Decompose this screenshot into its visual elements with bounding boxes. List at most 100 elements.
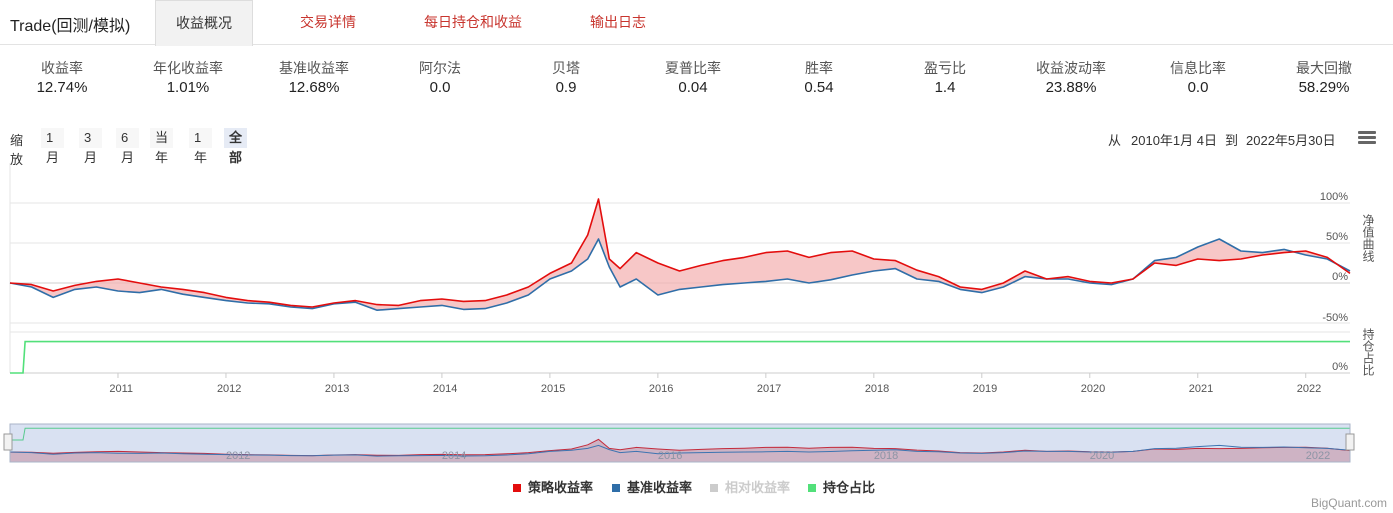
stat-label: 收益波动率 [1036, 60, 1106, 76]
y-tick-label: 0% [1332, 271, 1348, 283]
navigator-label: 2020 [1090, 450, 1114, 462]
x-tick-label: 2018 [865, 383, 889, 395]
x-tick-label: 2013 [325, 383, 349, 395]
strategy-area-fill [10, 199, 1350, 311]
legend-label: 相对收益率 [725, 480, 791, 495]
credit-text: BigQuant.com [1310, 496, 1387, 510]
x-tick-label: 2017 [757, 383, 781, 395]
range-from-date[interactable]: 2010年1月 4日 [1131, 133, 1217, 148]
zoom-ytd-button[interactable]: 当年 [150, 128, 174, 165]
stat-alpha: 阿尔法 0.0 [380, 58, 500, 98]
legend-item-position[interactable]: 持仓占比 [808, 479, 875, 497]
navigator-label: 2016 [658, 450, 682, 462]
stats-row: 收益率 12.74% 年化收益率 1.01% 基准收益率 12.68% 阿尔法 … [0, 58, 1393, 108]
legend-item-strategy[interactable]: 策略收益率 [513, 479, 593, 497]
tab-daily-positions[interactable]: 每日持仓和收益 [424, 14, 522, 30]
top-bar: Trade(回测/模拟) 收益概况 交易详情 每日持仓和收益 输出日志 [0, 0, 1393, 46]
stat-label: 信息比率 [1170, 60, 1226, 76]
x-tick-label: 2012 [217, 383, 241, 395]
stat-value: 58.29% [1298, 79, 1350, 96]
y-axis-labels: 100% 50% 0% -50% 0% 净值曲线 持仓占比 [1320, 191, 1375, 377]
zoom-1y-button[interactable]: 1年 [189, 128, 212, 165]
legend-label: 基准收益率 [627, 480, 693, 495]
x-tick-label: 2020 [1081, 383, 1105, 395]
chart-legend: 策略收益率 基准收益率 相对收益率 持仓占比 [0, 479, 1393, 497]
series-line-benchmark [9, 238, 1351, 311]
stat-value: 1.01% [166, 79, 210, 96]
stat-value: 1.4 [934, 79, 956, 96]
tab-trade-details[interactable]: 交易详情 [300, 14, 356, 30]
stat-value: 0.9 [555, 79, 577, 96]
zoom-6m-button[interactable]: 6月 [116, 128, 139, 165]
legend-swatch [710, 484, 718, 492]
navigator-left-handle[interactable] [3, 433, 13, 451]
stat-value: 12.74% [36, 79, 88, 96]
stat-value: 23.88% [1045, 79, 1097, 96]
stat-label: 阿尔法 [419, 60, 461, 76]
legend-label: 策略收益率 [528, 480, 594, 495]
stat-value: 12.68% [288, 79, 340, 96]
navigator-label: 2014 [442, 450, 466, 462]
stat-label: 基准收益率 [279, 60, 349, 76]
stat-sharpe: 夏普比率 0.04 [633, 58, 753, 98]
x-tick-label: 2014 [433, 383, 457, 395]
stat-value: 0.0 [429, 79, 451, 96]
zoom-all-button[interactable]: 全部 [224, 128, 248, 165]
legend-swatch [808, 484, 816, 492]
stat-win-rate: 胜率 0.54 [759, 58, 879, 98]
stat-benchmark-return: 基准收益率 12.68% [254, 58, 374, 98]
stat-label: 盈亏比 [924, 60, 966, 76]
pane-title-position: 持仓占比 [1361, 327, 1375, 377]
range-to-date[interactable]: 2022年5月30日 [1246, 133, 1336, 148]
y-tick-label: -50% [1322, 312, 1348, 324]
x-tick-label: 2015 [541, 383, 565, 395]
tab-overview[interactable]: 收益概况 [155, 0, 253, 46]
app-title: Trade(回测/模拟) [10, 18, 131, 35]
stat-beta: 贝塔 0.9 [506, 58, 626, 98]
legend-item-benchmark[interactable]: 基准收益率 [612, 479, 692, 497]
stat-label: 胜率 [805, 60, 833, 76]
series-line-strategy [9, 198, 1351, 308]
stat-information-ratio: 信息比率 0.0 [1138, 58, 1258, 98]
zoom-3m-button[interactable]: 3月 [79, 128, 102, 165]
series-line-position [10, 340, 1350, 374]
legend-item-relative[interactable]: 相对收益率 [710, 479, 790, 497]
x-tick-label: 2019 [973, 383, 997, 395]
zoom-1m-button[interactable]: 1月 [41, 128, 64, 165]
navigator-label: 2022 [1306, 450, 1330, 462]
stat-label: 年化收益率 [153, 60, 223, 76]
y-tick-label: 100% [1320, 191, 1348, 203]
stat-label: 贝塔 [552, 60, 580, 76]
y-tick-label: 0% [1332, 361, 1348, 373]
stat-value: 0.0 [1187, 79, 1209, 96]
stat-volatility: 收益波动率 23.88% [1011, 58, 1131, 98]
navigator-label: 2018 [874, 450, 898, 462]
navigator-right-handle[interactable] [1345, 433, 1355, 451]
x-tick-label: 2022 [1297, 383, 1321, 395]
pane-title-nav: 净值曲线 [1361, 214, 1375, 262]
stat-profit-loss-ratio: 盈亏比 1.4 [885, 58, 1005, 98]
zoom-label: 缩放 [10, 133, 24, 167]
legend-label: 持仓占比 [823, 480, 876, 495]
hamburger-menu-icon[interactable] [1358, 131, 1376, 145]
navigator-range-mask[interactable] [9, 423, 1351, 463]
legend-swatch [612, 484, 620, 492]
stat-max-drawdown: 最大回撤 58.29% [1264, 58, 1384, 98]
stat-return: 收益率 12.74% [2, 58, 122, 98]
x-tick-label: 2011 [109, 383, 133, 395]
range-to-label: 到 [1225, 133, 1239, 148]
range-from-label: 从 [1108, 133, 1122, 148]
tab-output-log[interactable]: 输出日志 [590, 14, 646, 30]
navigator[interactable]: 2012 2014 2016 2018 2020 2022 [3, 423, 1355, 463]
stat-label: 收益率 [41, 60, 83, 76]
stat-label: 最大回撤 [1296, 60, 1352, 76]
stat-value: 0.04 [678, 79, 708, 96]
navigator-position-line [10, 427, 1350, 441]
navigator-labels: 2012 2014 2016 2018 2020 2022 [226, 450, 1330, 462]
equity-chart: 100% 50% 0% -50% 0% 净值曲线 持仓占比 2011 2012 20… [3, 163, 1375, 463]
stat-annual-return: 年化收益率 1.01% [128, 58, 248, 98]
stat-value: 0.54 [804, 79, 834, 96]
y-tick-label: 50% [1326, 231, 1348, 243]
navigator-label: 2012 [226, 450, 250, 462]
legend-swatch [513, 484, 521, 492]
